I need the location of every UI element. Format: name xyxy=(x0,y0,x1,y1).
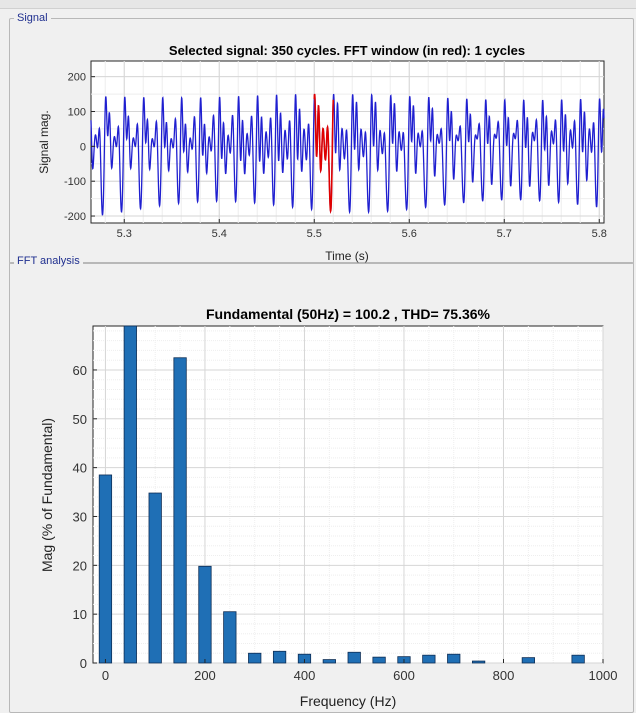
fft-window-series-line xyxy=(313,93,335,215)
fft-y-tick-label: 30 xyxy=(73,509,87,524)
signal-ticks: 5.3 5.4 5.5 5.6 5.7 5.8 -200 -100 0 100 200 xyxy=(64,72,607,240)
fft-x-tick-label: 0 xyxy=(102,668,109,683)
signal-x-axis-label: Time (s) xyxy=(325,249,369,263)
fft-bar xyxy=(98,474,113,664)
fft-bar xyxy=(272,650,287,664)
fft-bar xyxy=(447,653,461,664)
signal-panel-title: Signal xyxy=(14,12,51,25)
fft-bar xyxy=(322,659,336,664)
signal-y-tick-label: -100 xyxy=(64,176,86,188)
fft-ticks: 0 200 400 600 800 1000 0 10 20 30 40 50 60 xyxy=(73,363,618,683)
signal-y-tick-label: 200 xyxy=(68,72,86,84)
signal-x-tick-label: 5.3 xyxy=(117,228,132,240)
fft-bars xyxy=(98,325,585,664)
fft-y-tick-label: 10 xyxy=(73,607,87,622)
fft-y-axis-label: Mag (% of Fundamental) xyxy=(39,418,55,572)
fft-bar xyxy=(223,611,237,664)
fft-panel-title: FFT analysis xyxy=(14,255,83,268)
signal-y-axis-label: Signal mag. xyxy=(37,110,51,173)
signal-x-tick-label: 5.5 xyxy=(307,228,322,240)
signal-x-tick-label: 5.8 xyxy=(592,228,607,240)
signal-panel xyxy=(9,18,634,264)
fft-bar xyxy=(422,654,436,664)
fft-x-tick-label: 200 xyxy=(194,668,216,683)
signal-y-tick-label: 0 xyxy=(80,141,86,153)
signal-x-tick-label: 5.6 xyxy=(402,228,417,240)
fft-plot-area xyxy=(92,325,604,664)
fft-x-axis-label: Frequency (Hz) xyxy=(300,693,396,709)
signal-y-tick-label: 100 xyxy=(68,107,86,119)
fft-bar xyxy=(248,652,262,664)
fft-bar xyxy=(471,660,486,664)
fft-bar xyxy=(123,325,137,664)
fft-y-tick-label: 50 xyxy=(73,412,87,427)
fft-bar xyxy=(372,656,386,664)
signal-chart-title: Selected signal: 350 cycles. FFT window … xyxy=(169,43,525,58)
fft-x-tick-label: 600 xyxy=(393,668,415,683)
signal-x-tick-label: 5.4 xyxy=(212,228,227,240)
signal-lines xyxy=(90,93,605,216)
fft-x-tick-label: 800 xyxy=(493,668,515,683)
fft-bar xyxy=(148,492,162,664)
signal-y-tick-label: -200 xyxy=(64,211,86,223)
signal-series-line xyxy=(90,93,605,216)
fft-y-tick-label: 20 xyxy=(73,558,87,573)
fft-bar xyxy=(521,657,535,664)
signal-x-tick-label: 5.7 xyxy=(497,228,512,240)
fft-y-tick-label: 0 xyxy=(80,656,87,671)
fft-bar xyxy=(173,357,187,664)
fft-x-tick-label: 400 xyxy=(294,668,316,683)
fft-bar xyxy=(198,565,212,664)
fft-x-tick-label: 1000 xyxy=(589,668,618,683)
window-top-strip xyxy=(0,0,636,9)
fft-bar xyxy=(347,651,361,664)
fft-y-tick-label: 60 xyxy=(73,363,87,378)
fft-chart-title: Fundamental (50Hz) = 100.2 , THD= 75.36% xyxy=(206,306,491,322)
fft-y-tick-label: 40 xyxy=(73,461,87,476)
fft-bar xyxy=(571,654,585,664)
